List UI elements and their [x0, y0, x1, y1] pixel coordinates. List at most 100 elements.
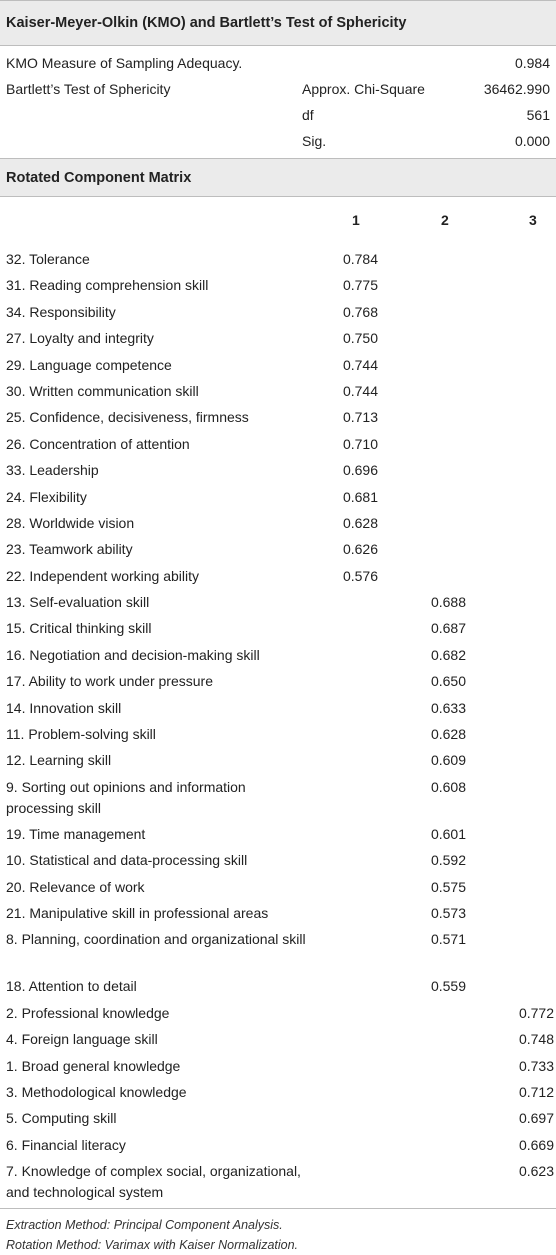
item-label: 27. Loyalty and integrity	[6, 330, 154, 347]
loading-component-2: 0.575	[430, 878, 466, 895]
item-label: 30. Written communication skill	[6, 382, 199, 399]
loading-component-3: 0.748	[518, 1031, 554, 1048]
item-label: 25. Confidence, decisiveness, firmness	[6, 409, 249, 426]
item-label: 26. Concentration of attention	[6, 435, 190, 452]
matrix-body: 32. Tolerance 0.784 31. Reading comprehens…	[0, 245, 556, 1204]
kmo-label: KMO Measure of Sampling Adequacy.	[6, 55, 243, 71]
note-rotation: Rotation Method: Varimax with Kaiser Nor…	[6, 1238, 299, 1253]
loading-component-3: 0.623	[518, 1163, 554, 1180]
item-label: 14. Innovation skill	[6, 699, 122, 716]
item-label: 9. Sorting out opinions and information …	[6, 778, 246, 816]
loading-component-2: 0.592	[430, 852, 466, 869]
item-label: 22. Independent working ability	[6, 567, 200, 584]
table-row: 5. Computing skill 0.697	[0, 1104, 556, 1130]
kmo-value: 0.984	[514, 55, 550, 71]
loading-component-1: 0.784	[342, 251, 378, 267]
item-label: 28. Worldwide vision	[6, 514, 135, 531]
table-row: 25. Confidence, decisiveness, firmness 0.…	[0, 403, 556, 429]
item-label: 2. Professional knowledge	[6, 1004, 170, 1021]
item-label: 21. Manipulative skill in professional a…	[6, 904, 269, 921]
loading-component-2: 0.573	[430, 904, 466, 921]
table-row: 34. Responsibility 0.768	[0, 298, 556, 324]
loading-component-2: 0.609	[430, 752, 466, 769]
kmo-label: Bartlett’s Test of Sphericity	[6, 81, 171, 97]
header-component-3: 3	[529, 212, 537, 228]
loading-component-1: 0.710	[342, 435, 378, 452]
item-label: 31. Reading comprehension skill	[6, 277, 209, 294]
table-row: 19. Time management 0.601	[0, 820, 556, 846]
item-label: 33. Leadership	[6, 462, 99, 479]
item-label: 13. Self-evaluation skill	[6, 594, 150, 611]
loading-component-1: 0.713	[342, 409, 378, 426]
table-row: 22. Independent working ability 0.576	[0, 562, 556, 588]
item-label: 5. Computing skill	[6, 1110, 117, 1127]
table-row: 16. Negotiation and decision-making skil…	[0, 641, 556, 667]
table-row: 1. Broad general knowledge 0.733	[0, 1052, 556, 1078]
item-label: 24. Flexibility	[6, 488, 87, 505]
item-label: 12. Learning skill	[6, 752, 112, 769]
kmo-row: Sig. 0.000	[0, 128, 556, 154]
table-row: 21. Manipulative skill in professional a…	[0, 899, 556, 925]
item-label: 32. Tolerance	[6, 251, 90, 267]
table-row: 10. Statistical and data-processing skil…	[0, 846, 556, 872]
table-row: 33. Leadership 0.696	[0, 456, 556, 482]
item-label: 4. Foreign language skill	[6, 1031, 158, 1048]
loading-component-1: 0.775	[342, 277, 378, 294]
kmo-row: df 561	[0, 102, 556, 128]
matrix-title: Rotated Component Matrix	[0, 158, 556, 196]
item-label: 17. Ability to work under pressure	[6, 673, 213, 690]
item-label: 7. Knowledge of complex social, organiza…	[6, 1163, 301, 1201]
item-label: 29. Language competence	[6, 356, 172, 373]
loading-component-1: 0.768	[342, 303, 378, 320]
table-row: 24. Flexibility 0.681	[0, 483, 556, 509]
table-row: 3. Methodological knowledge 0.712	[0, 1078, 556, 1104]
loading-component-1: 0.750	[342, 330, 378, 347]
table-row: 14. Innovation skill 0.633	[0, 694, 556, 720]
loading-component-3: 0.697	[518, 1110, 554, 1127]
item-label: 11. Problem-solving skill	[6, 726, 156, 743]
loading-component-2: 0.650	[430, 673, 466, 690]
kmo-sub: Sig.	[302, 133, 327, 149]
loading-component-2: 0.601	[430, 825, 466, 842]
table-row: 29. Language competence 0.744	[0, 351, 556, 377]
table-row: 6. Financial literacy 0.669	[0, 1131, 556, 1157]
item-label: 18. Attention to detail	[6, 978, 137, 995]
item-label: 34. Responsibility	[6, 303, 116, 320]
matrix-header: 1 2 3	[0, 196, 556, 245]
loading-component-1: 0.626	[342, 541, 378, 558]
kmo-value: 561	[526, 107, 550, 123]
table-row: 4. Foreign language skill 0.748	[0, 1025, 556, 1051]
table-row: 30. Written communication skill 0.744	[0, 377, 556, 403]
kmo-row: Bartlett’s Test of Sphericity Approx. Ch…	[0, 76, 556, 102]
loading-component-1: 0.628	[342, 514, 378, 531]
item-label: 19. Time management	[6, 825, 146, 842]
item-label: 8. Planning, coordination and organizati…	[6, 931, 306, 948]
item-label: 1. Broad general knowledge	[6, 1057, 181, 1074]
loading-component-1: 0.696	[342, 462, 378, 479]
item-label: 16. Negotiation and decision-making skil…	[6, 646, 260, 663]
table-row: 8. Planning, coordination and organizati…	[0, 925, 556, 972]
loading-component-2: 0.633	[430, 699, 466, 716]
table-row: 11. Problem-solving skill 0.628	[0, 720, 556, 746]
table-row: 15. Critical thinking skill 0.687	[0, 614, 556, 640]
table-row: 13. Self-evaluation skill 0.688	[0, 588, 556, 614]
kmo-title: Kaiser-Meyer-Olkin (KMO) and Bartlett’s …	[0, 0, 556, 45]
table-row: 20. Relevance of work 0.575	[0, 873, 556, 899]
kmo-table: KMO Measure of Sampling Adequacy. 0.984 …	[0, 50, 556, 154]
table-row: 28. Worldwide vision 0.628	[0, 509, 556, 535]
loading-component-2: 0.687	[430, 620, 466, 637]
kmo-value: 0.000	[514, 133, 550, 149]
table-row: 12. Learning skill 0.609	[0, 746, 556, 772]
kmo-sub: Approx. Chi-Square	[302, 81, 425, 97]
loading-component-1: 0.681	[342, 488, 378, 505]
table-notes: Extraction Method: Principal Component A…	[0, 1209, 556, 1255]
loading-component-1: 0.744	[342, 356, 378, 373]
header-component-2: 2	[441, 212, 449, 228]
table-row: 31. Reading comprehension skill 0.775	[0, 271, 556, 297]
loading-component-3: 0.733	[518, 1057, 554, 1074]
loading-component-2: 0.571	[430, 931, 466, 948]
loading-component-3: 0.712	[518, 1083, 554, 1100]
kmo-value: 36462.990	[483, 81, 550, 97]
loading-component-1: 0.744	[342, 382, 378, 399]
